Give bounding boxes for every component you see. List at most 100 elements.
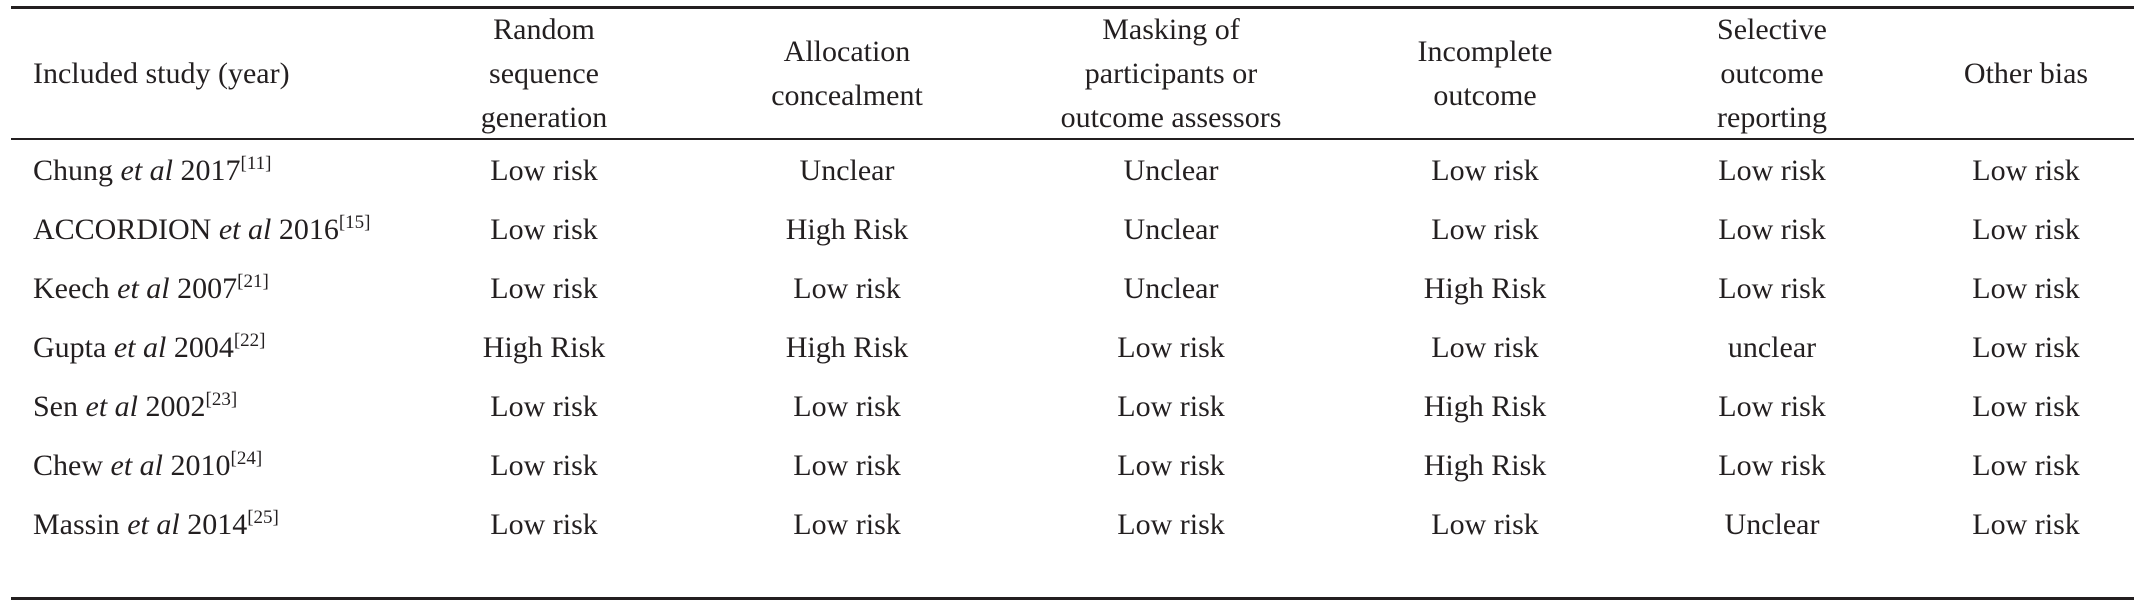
rating-cell: Low risk <box>1718 389 1826 423</box>
rating-cell: Low risk <box>1117 507 1225 541</box>
reference: [11] <box>240 152 272 174</box>
rating-cell: Low risk <box>490 507 598 541</box>
author: Chung <box>33 153 114 187</box>
rating-cell: Low risk <box>793 389 901 423</box>
rating-cell: Unclear <box>1724 507 1820 541</box>
rating-cell: Low risk <box>490 271 598 305</box>
author: Massin <box>33 507 120 541</box>
reference: [23] <box>205 388 238 410</box>
rating-cell: Low risk <box>1431 507 1539 541</box>
column-header: Selective outcome reporting <box>1717 8 1827 139</box>
study-cell: Gupta et al 2004[22] <box>33 326 378 370</box>
column-header: Included study (year) <box>33 8 290 139</box>
et-al: et al <box>110 448 164 482</box>
header-line: outcome assessors <box>1060 100 1282 134</box>
study-cell: ACCORDION et al 2016[15] <box>33 208 378 252</box>
rating-cell: High Risk <box>785 212 909 246</box>
table-row: Massin et al 2014[25] Low risk Low risk Low… <box>0 495 2142 554</box>
rating-cell: Low risk <box>1431 330 1539 364</box>
rating-cell: Low risk <box>1431 153 1539 187</box>
reference: [24] <box>230 447 263 469</box>
et-al: et al <box>218 212 272 246</box>
table-header: Included study (year) Random sequence gener… <box>0 8 2142 139</box>
year: 2002 <box>145 389 206 423</box>
rating-cell: Low risk <box>490 389 598 423</box>
author: Sen <box>33 389 78 423</box>
rating-cell: High Risk <box>1423 448 1547 482</box>
rating-cell: Unclear <box>799 153 895 187</box>
rating-cell: Low risk <box>1431 212 1539 246</box>
rating-cell: Low risk <box>1117 448 1225 482</box>
et-al: et al <box>113 330 167 364</box>
rating-cell: Low risk <box>793 448 901 482</box>
column-header: Incomplete outcome <box>1418 8 1553 139</box>
header-line: Included study (year) <box>33 56 290 90</box>
table-row: ACCORDION et al 2016[15] Low risk High Ris… <box>0 200 2142 259</box>
rating-cell: unclear <box>1727 330 1817 364</box>
rating-cell: Unclear <box>1123 153 1219 187</box>
author: ACCORDION <box>33 212 212 246</box>
column-header: Random sequence generation <box>481 8 608 139</box>
rating-cell: High Risk <box>1423 389 1547 423</box>
year: 2004 <box>173 330 234 364</box>
header-line: Other bias <box>1963 56 2089 90</box>
reference: [25] <box>247 506 279 528</box>
header-line: Masking of <box>1102 12 1240 46</box>
rating-cell: Low risk <box>1972 507 2080 541</box>
rating-cell: Low risk <box>1718 212 1826 246</box>
header-line: Random <box>493 12 595 46</box>
rating-cell: Low risk <box>1972 212 2080 246</box>
rating-cell: High Risk <box>785 330 909 364</box>
rating-cell: High Risk <box>482 330 606 364</box>
top-rule <box>11 6 2134 9</box>
year: 2017 <box>180 153 241 187</box>
rating-cell: Low risk <box>793 507 901 541</box>
rating-cell: Low risk <box>1718 448 1826 482</box>
rating-cell: Low risk <box>1117 389 1225 423</box>
rating-cell: Unclear <box>1123 271 1219 305</box>
reference: [22] <box>233 329 266 351</box>
year: 2007 <box>177 271 238 305</box>
header-rule <box>11 138 2134 140</box>
study-cell: Massin et al 2014[25] <box>33 503 378 547</box>
rating-cell: High Risk <box>1423 271 1547 305</box>
rating-cell: Low risk <box>1972 448 2080 482</box>
year: 2014 <box>187 507 248 541</box>
et-al: et al <box>120 153 174 187</box>
et-al: et al <box>117 271 170 305</box>
et-al: et al <box>127 507 180 541</box>
reference: [21] <box>237 270 269 292</box>
header-line: outcome <box>1433 78 1537 112</box>
rating-cell: Low risk <box>1718 153 1826 187</box>
author: Chew <box>33 448 103 482</box>
rating-cell: Low risk <box>490 153 598 187</box>
header-line: participants or <box>1084 56 1258 90</box>
table-body: Chung et al 2017[11] Low risk Unclear Uncle… <box>0 141 2142 554</box>
column-header: Allocation concealment <box>771 8 923 139</box>
column-header: Masking of participants or outcome assesso… <box>1061 8 1282 139</box>
study-cell: Chew et al 2010[24] <box>33 444 378 488</box>
rating-cell: Low risk <box>1972 389 2080 423</box>
header-line: sequence <box>489 56 599 90</box>
rating-cell: Low risk <box>793 271 901 305</box>
rating-cell: Low risk <box>490 448 598 482</box>
header-line: concealment <box>771 78 923 112</box>
header-line: generation <box>480 100 608 134</box>
rating-cell: Low risk <box>1972 153 2080 187</box>
author: Gupta <box>33 330 107 364</box>
rating-cell: Low risk <box>490 212 598 246</box>
rating-cell: Low risk <box>1972 330 2080 364</box>
rating-cell: Low risk <box>1117 330 1225 364</box>
table-row: Sen et al 2002[23] Low risk Low risk Low ri… <box>0 377 2142 436</box>
table-row: Gupta et al 2004[22] High Risk High Risk Lo… <box>0 318 2142 377</box>
table-row: Chung et al 2017[11] Low risk Unclear Uncle… <box>0 141 2142 200</box>
rating-cell: Low risk <box>1718 271 1826 305</box>
header-line: Allocation <box>783 34 911 68</box>
bottom-rule <box>11 597 2134 600</box>
header-line: Selective <box>1717 12 1827 46</box>
table-row: Chew et al 2010[24] Low risk Low risk Low r… <box>0 436 2142 495</box>
study-cell: Chung et al 2017[11] <box>33 149 378 193</box>
year: 2010 <box>170 448 231 482</box>
et-al: et al <box>85 389 139 423</box>
